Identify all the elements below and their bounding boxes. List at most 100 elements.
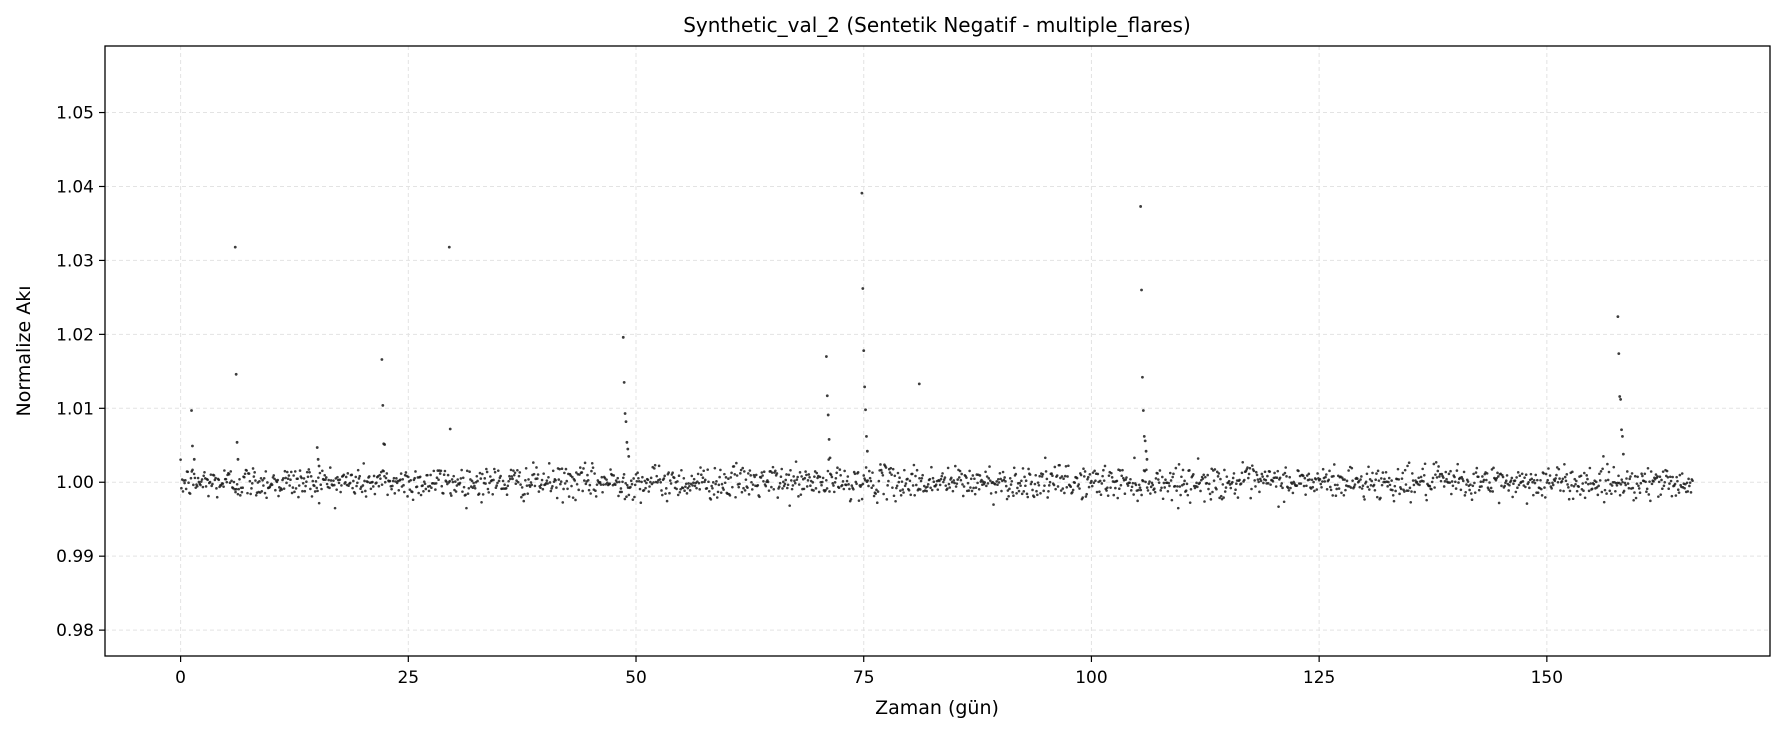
data-point [1274,485,1278,488]
data-point [1106,486,1109,489]
data-point [1572,484,1576,488]
data-point [1588,466,1592,470]
data-point [485,470,489,474]
data-point [1171,475,1174,479]
data-point [1536,491,1540,494]
data-point [802,487,806,491]
data-point [1207,487,1210,491]
data-point [586,478,590,482]
data-point [1305,474,1309,477]
data-point [582,467,585,470]
data-point [1012,494,1015,498]
flare-point [192,457,196,461]
data-point [1579,474,1583,478]
data-point [1648,480,1651,483]
data-point [505,493,509,497]
data-point [797,483,801,486]
data-point [830,475,834,479]
data-point [388,479,392,483]
data-point [434,488,437,491]
flare-point [624,420,628,424]
flare-point [1616,315,1620,319]
data-point [1656,475,1659,478]
data-point [1455,469,1459,472]
data-point [815,471,819,475]
data-point [484,482,487,485]
data-point [1523,476,1526,479]
data-point [228,481,232,485]
data-point [558,467,561,471]
data-point [1589,482,1592,485]
data-point [485,467,488,471]
data-point [1094,479,1097,483]
data-point [539,486,542,490]
data-point [1532,478,1536,482]
data-point [368,475,371,478]
data-point [729,476,733,479]
data-point [1144,480,1147,484]
data-point [261,478,264,482]
data-point [511,477,514,481]
data-point [1375,472,1378,475]
data-point [1351,479,1354,482]
data-point [1031,488,1034,492]
data-point [1546,478,1549,482]
data-point [284,476,288,480]
data-point [317,476,320,479]
data-point [1481,475,1484,478]
flare-point [1621,452,1625,456]
data-point [1419,475,1423,479]
data-point [1539,478,1542,482]
data-point [252,475,256,478]
data-point [504,486,508,490]
data-point [665,499,669,503]
data-point [1008,487,1011,491]
data-point [1594,480,1598,484]
data-point [992,503,995,506]
data-point [1200,478,1203,482]
data-point [586,473,589,477]
data-point [542,472,545,475]
data-point [1489,489,1492,493]
data-point [870,486,873,490]
data-point [1280,482,1284,485]
data-point [427,489,431,493]
data-point [426,473,429,477]
data-point [1598,472,1601,476]
data-point [1653,477,1657,481]
data-point [977,487,981,491]
data-point [987,477,991,480]
data-point [294,487,298,490]
data-point [867,484,870,488]
data-point [1473,481,1476,485]
data-point [382,469,385,473]
data-point [638,487,642,491]
data-point [833,481,837,484]
data-point [1610,492,1613,496]
data-point [1232,472,1236,475]
data-point [1685,481,1689,485]
data-point [1319,482,1323,486]
data-point [904,482,908,485]
data-point [1257,480,1260,484]
data-point [989,492,993,495]
data-point [1082,467,1085,471]
data-point [379,470,383,474]
data-point [383,480,387,484]
data-point [550,487,553,490]
data-point [201,485,205,489]
data-point [946,466,950,470]
data-point [1540,487,1543,491]
data-point [1323,480,1327,483]
flare-point [383,443,387,446]
data-point [774,469,777,473]
data-point [314,480,318,483]
data-point [1657,495,1660,498]
data-point [1412,483,1416,487]
data-point [943,476,947,479]
data-point [1670,494,1674,498]
data-point [968,469,971,473]
data-point [530,483,534,487]
data-point [1598,479,1602,482]
data-point [413,476,416,480]
